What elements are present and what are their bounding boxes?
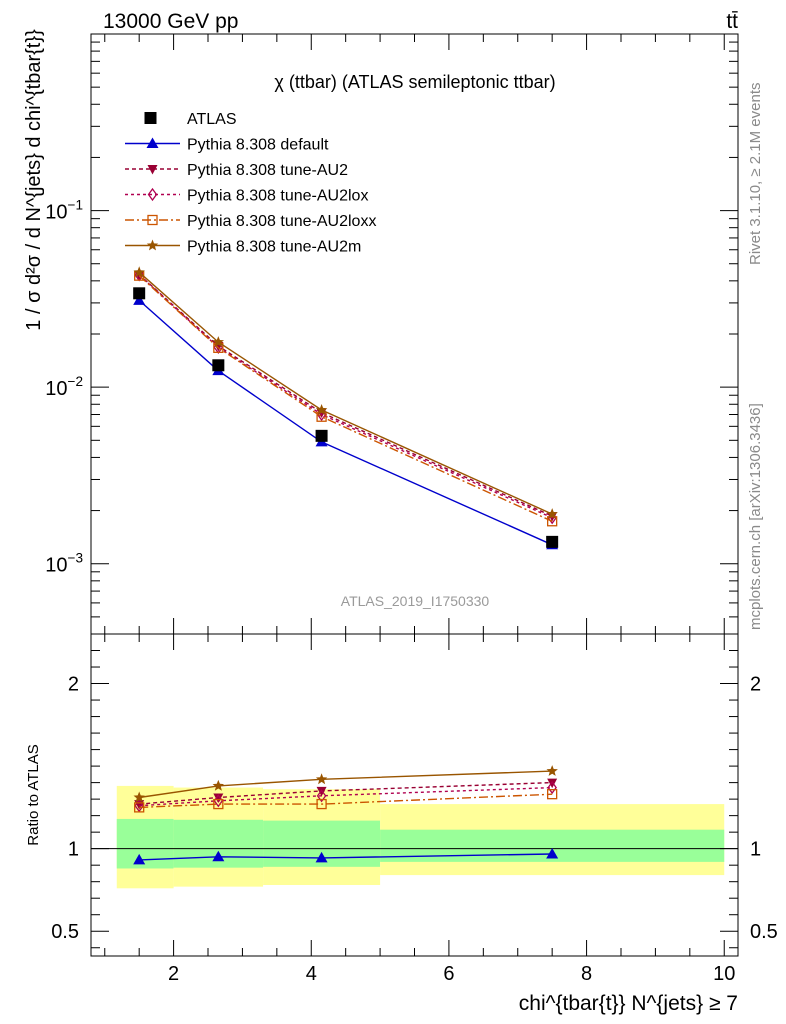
ratio-point — [134, 799, 144, 813]
legend: ATLAS Pythia 8.308 default Pythia 8.308 tu… — [125, 111, 376, 256]
y-tick-label: 10−1 — [45, 198, 83, 224]
energy-label: 13000 GeV pp — [103, 10, 238, 33]
x-tick-label: 4 — [306, 963, 317, 985]
ratio-point — [316, 786, 327, 797]
y-axis-label: 1 / σ d²σ / d N^{jets} d chi^{tbar{t}} — [23, 29, 45, 331]
series-point — [315, 404, 328, 415]
ratio-point — [546, 765, 558, 776]
ratio-tick-label: 1 — [68, 839, 79, 861]
legend-label: Pythia 8.308 tune-AU2m — [187, 239, 361, 256]
ratio-y-axis-label: Ratio to ATLAS — [25, 744, 42, 845]
series-line — [138, 275, 553, 522]
ratio-frame — [90, 633, 739, 957]
ratio-series-group — [133, 765, 559, 865]
series-point — [546, 508, 558, 519]
ratio-point — [546, 847, 559, 859]
ratio-axis-ticks: 0.5 0.5 1 1 2 2 2 4 6 8 10 — [51, 634, 778, 985]
data-point — [212, 359, 225, 372]
legend-marker — [144, 112, 157, 124]
ratio-point — [213, 793, 224, 803]
legend-label: Pythia 8.308 default — [187, 137, 329, 154]
legend-marker — [146, 137, 159, 148]
ratio-point — [547, 778, 558, 789]
x-tick-label: 10 — [713, 963, 735, 985]
series-point — [212, 336, 224, 347]
analysis-label: ATLAS_2019_I1750330 — [341, 593, 490, 609]
ratio-line — [139, 770, 553, 799]
x-tick-label: 2 — [168, 963, 179, 985]
ratio-panel: 0.5 0.5 1 1 2 2 2 4 6 8 10 Ratio to ATLAS chi^{tba… — [25, 633, 778, 1015]
legend-label: Pythia 8.308 tune-AU2loxx — [187, 213, 376, 230]
ratio-line — [139, 793, 553, 809]
ratio-tick-label: 0.5 — [750, 921, 778, 943]
ratio-point — [316, 789, 327, 803]
ratio-tick-label: 2 — [750, 674, 761, 696]
x-tick-label: 6 — [443, 963, 454, 985]
x-tick-label: 8 — [581, 963, 592, 985]
main-axis-ticks: 10−3 10−2 10−1 — [45, 33, 738, 635]
data-point — [133, 287, 146, 300]
uncertainty-band — [91, 785, 738, 889]
mcplots-label: mcplots.cern.ch [arXiv:1306.3436] — [747, 403, 764, 630]
ratio-tick-label: 2 — [68, 674, 79, 696]
ratio-point — [315, 851, 328, 863]
series-line — [138, 274, 553, 517]
ratio-tick-label: 1 — [750, 839, 761, 861]
ratio-point — [133, 853, 146, 865]
legend-label: Pythia 8.308 tune-AU2lox — [187, 188, 368, 205]
x-axis-label: chi^{tbar{t}} N^{jets} ≥ 7 — [519, 992, 738, 1015]
series-line — [138, 271, 553, 515]
ratio-point — [133, 791, 145, 803]
chart-title: χ (ttbar) (ATLAS semileptonic ttbar) — [274, 72, 555, 92]
ratio-tick-label: 0.5 — [51, 921, 79, 943]
main-series-group — [133, 266, 559, 550]
series-point — [133, 266, 145, 278]
ratio-point — [212, 779, 224, 791]
series-line — [138, 299, 553, 546]
ratio-point — [315, 773, 328, 785]
band-inner — [116, 818, 174, 869]
data-point — [315, 429, 328, 442]
ratio-point — [134, 802, 145, 813]
series-line — [138, 274, 553, 519]
data-point — [546, 535, 559, 548]
ratio-point — [316, 798, 327, 810]
ratio-point — [547, 780, 557, 795]
ratio-point — [212, 850, 225, 862]
y-tick-label: 10−2 — [45, 374, 83, 400]
series-point — [133, 294, 146, 305]
legend-marker — [147, 214, 158, 226]
legend-marker — [147, 187, 158, 202]
ratio-point — [213, 798, 224, 810]
legend-label: ATLAS — [187, 111, 237, 128]
rivet-label: Rivet 3.1.10, ≥ 2.1M events — [747, 83, 764, 266]
series-point — [547, 516, 558, 527]
legend-label: Pythia 8.308 tune-AU2 — [187, 162, 348, 179]
main-panel: 10−3 10−2 10−1 χ (ttbar) (ATLAS semilepton… — [23, 29, 739, 635]
ratio-point — [547, 789, 558, 800]
ratio-line — [139, 853, 553, 861]
legend-marker — [147, 165, 158, 175]
process-label: tt̄ — [726, 10, 738, 33]
legend-marker — [146, 239, 159, 251]
y-tick-label: 10−3 — [45, 551, 83, 577]
